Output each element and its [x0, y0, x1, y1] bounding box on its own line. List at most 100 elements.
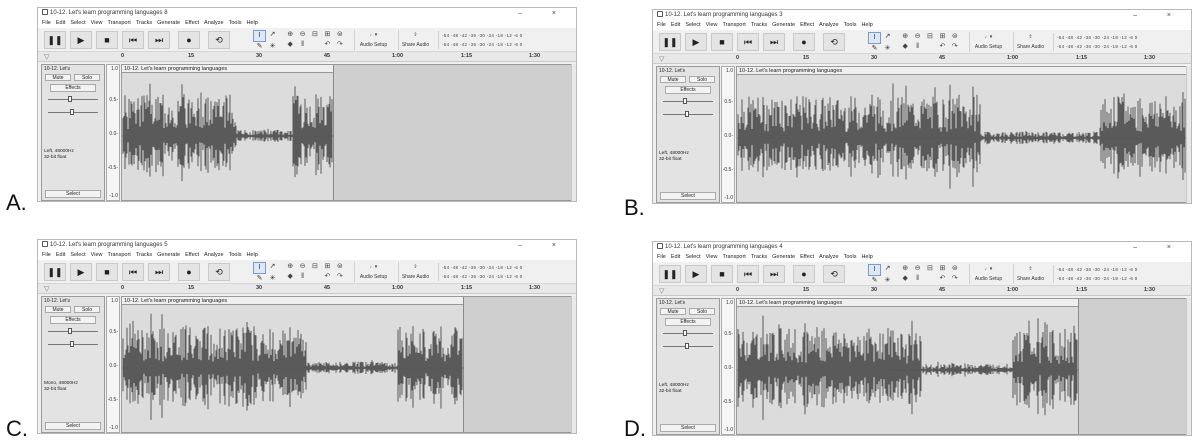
menu-item-analyze[interactable]: Analyze: [819, 254, 839, 260]
audio-clip[interactable]: 10-12. Let's learn programming languages: [737, 67, 1187, 202]
slider-knob[interactable]: [68, 96, 72, 102]
menu-item-view[interactable]: View: [90, 20, 103, 26]
solo-button[interactable]: Solo: [74, 306, 100, 313]
solo-button[interactable]: Solo: [689, 76, 715, 83]
window-controls[interactable]: – ×: [1133, 12, 1185, 19]
solo-button[interactable]: Solo: [689, 308, 715, 315]
undo-icon[interactable]: ↶: [939, 275, 946, 282]
window-controls[interactable]: – ×: [1133, 244, 1185, 251]
undo-icon[interactable]: ↶: [324, 273, 331, 280]
trim-icon[interactable]: ◆: [287, 41, 293, 48]
zoom-toggle-icon[interactable]: ⊜: [951, 265, 958, 272]
solo-button[interactable]: Solo: [74, 74, 100, 81]
effects-button[interactable]: Effects: [665, 86, 711, 94]
slider-knob[interactable]: [685, 111, 689, 117]
menu-item-tracks[interactable]: Tracks: [135, 20, 153, 26]
play-button[interactable]: ▶: [685, 265, 707, 283]
skip-end-button[interactable]: ⏭: [148, 263, 170, 281]
selection-tool-icon[interactable]: I: [253, 262, 266, 274]
audio-clip[interactable]: 10-12. Let's learn programming languages: [737, 299, 1079, 434]
timeline-ruler[interactable]: ▽ 0 15 30 45 1:00 1:15 1:30: [653, 54, 1191, 64]
trim-icon[interactable]: ◆: [902, 275, 908, 282]
menu-item-tools[interactable]: Tools: [228, 252, 242, 258]
menu-item-generate[interactable]: Generate: [772, 22, 796, 28]
effects-button[interactable]: Effects: [50, 84, 96, 92]
zoom-out-icon[interactable]: ⊖: [914, 265, 921, 272]
clip-title[interactable]: 10-12. Let's learn programming languages: [737, 67, 1186, 75]
menu-item-view[interactable]: View: [90, 252, 103, 258]
timeline-menu-icon[interactable]: ▽: [44, 286, 50, 293]
share-audio-button[interactable]: ⇧ Share Audio: [1013, 264, 1047, 284]
vertical-scrollbar[interactable]: [571, 296, 576, 433]
timeline-ruler[interactable]: ▽ 0 15 30 45 1:00 1:15 1:30: [38, 284, 576, 294]
fit-selection-icon[interactable]: ⊟: [312, 31, 318, 38]
slider-knob[interactable]: [70, 109, 74, 115]
record-button[interactable]: ●: [793, 33, 815, 51]
timeline-ruler[interactable]: ▽ 0 15 30 45 1:00 1:15 1:30: [38, 52, 576, 62]
draw-tool-icon[interactable]: ✎: [871, 277, 878, 284]
fit-selection-icon[interactable]: ⊟: [927, 33, 933, 40]
stop-button[interactable]: ■: [96, 31, 118, 49]
select-button[interactable]: Select: [45, 190, 101, 198]
menu-item-select[interactable]: Select: [70, 252, 86, 258]
envelope-tool-icon[interactable]: ↗: [884, 265, 891, 272]
record-button[interactable]: ●: [178, 263, 200, 281]
waveform-area[interactable]: 10-12. Let's learn programming languages: [736, 298, 1188, 435]
gain-slider[interactable]: [48, 96, 98, 102]
menu-item-tools[interactable]: Tools: [843, 22, 857, 28]
menu-item-file[interactable]: File: [42, 20, 51, 26]
skip-start-button[interactable]: ⏮: [737, 33, 759, 51]
audio-setup-button[interactable]: ♩▾ Audio Setup: [969, 264, 1007, 284]
zoom-in-icon[interactable]: ⊕: [287, 263, 294, 270]
menu-item-help[interactable]: Help: [246, 20, 258, 26]
skip-start-button[interactable]: ⏮: [122, 31, 144, 49]
waveform-area[interactable]: 10-12. Let's learn programming languages: [121, 296, 573, 433]
silence-icon[interactable]: ‖: [301, 41, 305, 48]
menu-item-file[interactable]: File: [42, 252, 51, 258]
envelope-tool-icon[interactable]: ↗: [269, 263, 276, 270]
fit-project-icon[interactable]: ⊞: [939, 33, 946, 40]
menu-item-transport[interactable]: Transport: [107, 20, 131, 26]
multi-tool-icon[interactable]: ✳: [269, 43, 276, 50]
selection-tool-icon[interactable]: I: [868, 32, 881, 44]
menu-item-tools[interactable]: Tools: [843, 254, 857, 260]
trim-icon[interactable]: ◆: [902, 43, 908, 50]
skip-end-button[interactable]: ⏭: [763, 265, 785, 283]
loop-button[interactable]: ⟲: [208, 31, 230, 49]
menu-item-tools[interactable]: Tools: [228, 20, 242, 26]
pan-slider[interactable]: [48, 109, 98, 115]
slider-knob[interactable]: [683, 98, 687, 104]
stop-button[interactable]: ■: [711, 33, 733, 51]
audio-clip[interactable]: 10-12. Let's learn programming languages: [122, 297, 464, 432]
selection-tool-icon[interactable]: I: [253, 30, 266, 42]
play-button[interactable]: ▶: [70, 31, 92, 49]
mute-button[interactable]: Mute: [45, 74, 71, 81]
mute-button[interactable]: Mute: [660, 308, 686, 315]
zoom-in-icon[interactable]: ⊕: [902, 33, 909, 40]
silence-icon[interactable]: ‖: [301, 273, 305, 280]
loop-button[interactable]: ⟲: [823, 33, 845, 51]
clip-title[interactable]: 10-12. Let's learn programming languages: [122, 297, 463, 305]
waveform-area[interactable]: 10-12. Let's learn programming languages: [736, 66, 1188, 203]
zoom-out-icon[interactable]: ⊖: [299, 263, 306, 270]
undo-icon[interactable]: ↶: [939, 43, 946, 50]
timeline-menu-icon[interactable]: ▽: [659, 56, 665, 63]
slider-knob[interactable]: [68, 328, 72, 334]
menu-item-transport[interactable]: Transport: [722, 254, 746, 260]
clip-title[interactable]: 10-12. Let's learn programming languages: [122, 65, 333, 73]
loop-button[interactable]: ⟲: [823, 265, 845, 283]
effects-button[interactable]: Effects: [665, 318, 711, 326]
menu-item-generate[interactable]: Generate: [772, 254, 796, 260]
menu-item-edit[interactable]: Edit: [670, 22, 681, 28]
gain-slider[interactable]: [663, 330, 713, 336]
audio-setup-button[interactable]: ♩▾ Audio Setup: [354, 30, 392, 50]
draw-tool-icon[interactable]: ✎: [871, 45, 878, 52]
envelope-tool-icon[interactable]: ↗: [884, 33, 891, 40]
pause-button[interactable]: ❚❚: [659, 265, 681, 283]
window-controls[interactable]: – ×: [518, 10, 570, 17]
menu-item-tracks[interactable]: Tracks: [750, 254, 768, 260]
fit-selection-icon[interactable]: ⊟: [312, 263, 318, 270]
menu-item-select[interactable]: Select: [70, 20, 86, 26]
track-name[interactable]: 10-12. Let's: [659, 300, 685, 306]
select-button[interactable]: Select: [660, 424, 716, 432]
